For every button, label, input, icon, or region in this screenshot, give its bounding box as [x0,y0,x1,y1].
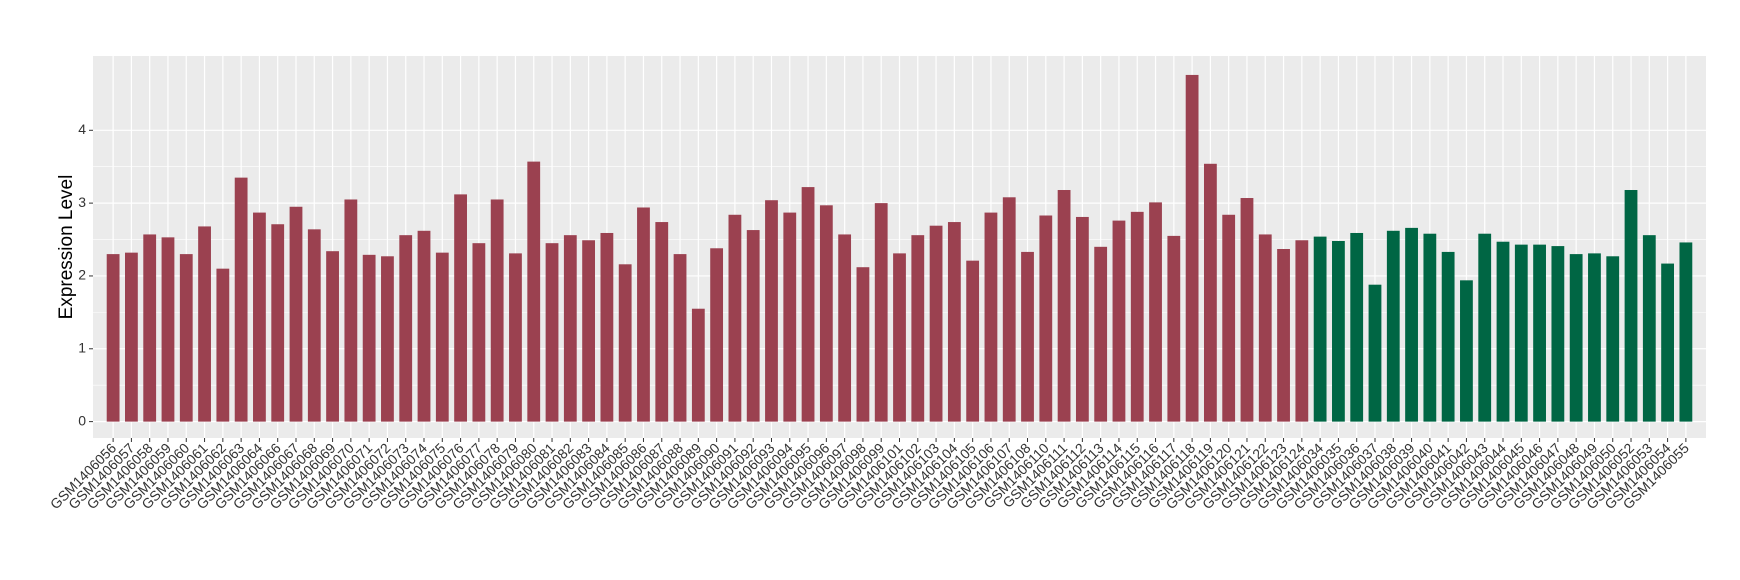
y-tick-label: 2 [78,267,86,283]
bar [1240,198,1254,422]
bar [271,224,285,422]
bar [746,230,760,422]
bar [783,212,797,422]
bar [1094,246,1108,422]
bar [1642,235,1656,422]
bar [911,235,925,422]
bar [1295,240,1309,422]
bar [1661,263,1674,422]
bar [929,225,943,422]
bar [984,212,998,422]
bar [1313,236,1327,422]
bar [728,214,742,422]
bar [1039,215,1053,422]
bar [198,226,211,422]
y-tick-label: 4 [78,121,86,137]
bar [1496,241,1510,422]
bar [545,243,559,422]
bar [637,207,650,422]
bar [1514,244,1528,422]
bar [1185,74,1199,422]
bar [1460,280,1473,422]
bar [618,264,632,422]
y-tick-label: 3 [78,194,86,210]
bar [1405,227,1418,422]
bar [1075,216,1089,422]
bar [344,199,358,422]
bar [1021,251,1034,422]
bar [253,212,266,422]
y-axis-title: Expression Level [56,175,77,320]
bar [582,240,596,422]
bar [1057,190,1071,422]
bar [1679,242,1693,422]
bar [1606,256,1620,422]
bar [1478,233,1492,422]
bar [454,194,467,422]
bar [179,254,193,422]
bar [161,237,175,422]
bar [673,254,687,422]
bar [399,235,413,422]
bar [1112,220,1126,422]
bar [326,251,339,422]
bar [289,206,303,422]
bar [307,229,321,422]
bar [1130,211,1144,422]
bar [1203,163,1217,422]
bar [1533,244,1546,422]
bar [874,203,888,422]
bar [1350,232,1364,422]
bar [801,187,815,422]
bar [509,253,522,422]
bar [1624,190,1638,422]
bar [1368,284,1382,422]
bar [1277,249,1290,422]
bar [893,253,906,422]
bar [1002,197,1016,422]
bar [472,243,486,422]
bar [1149,202,1162,422]
bar [1441,251,1455,422]
bar [216,268,230,422]
bar [362,254,376,422]
bar [435,252,449,422]
bar [691,308,705,422]
bar [856,267,870,422]
bar [1423,233,1437,422]
bar [1551,246,1565,422]
bar [125,252,138,422]
bar [1569,254,1583,422]
bar [563,235,577,422]
bar [234,177,248,422]
bar [710,248,724,422]
y-tick-label: 1 [78,339,86,355]
bar [947,222,961,422]
bar [1167,235,1181,422]
bar [966,260,980,422]
bar [1258,234,1272,422]
bar [1588,253,1601,422]
bar [143,234,157,422]
bar [106,254,120,422]
bar [1386,230,1400,422]
bar [527,161,541,422]
bar [417,230,431,422]
bar [765,200,778,422]
bar [490,199,504,422]
bar [381,256,394,422]
bar [1332,240,1345,422]
bar [1222,214,1236,422]
bar [819,205,833,422]
bar [655,222,669,422]
bar [838,234,852,422]
bar [600,232,614,422]
y-tick-label: 0 [78,412,86,428]
